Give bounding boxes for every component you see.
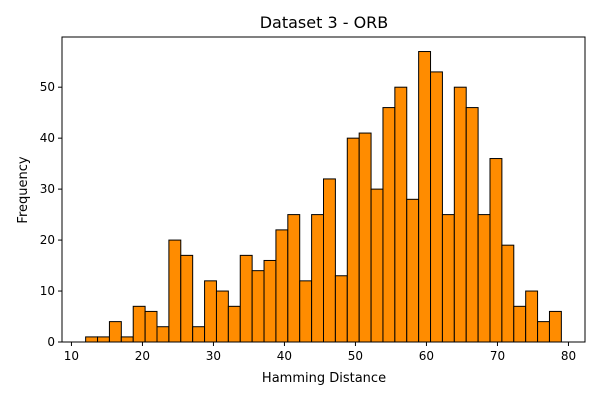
y-axis-ticks: 0 10 20 30 40 50 (40, 80, 62, 349)
x-tick-label: 40 (277, 349, 292, 363)
histogram-bar (430, 71, 443, 343)
histogram-bar (489, 158, 503, 343)
x-tick-label: 10 (64, 349, 79, 363)
x-tick-label: 50 (348, 349, 363, 363)
y-axis-label: Frequency (16, 156, 31, 223)
histogram-bar (180, 254, 194, 343)
histogram-bar (548, 310, 562, 343)
histogram-bar (168, 239, 182, 343)
histogram-bar (251, 270, 265, 343)
histogram-bar (525, 290, 539, 343)
histogram-bar (263, 259, 277, 343)
y-tick-label: 20 (40, 233, 55, 247)
histogram-bar (453, 86, 467, 343)
histogram-bar (477, 214, 491, 343)
histogram-bar (358, 132, 372, 343)
histogram-bar (406, 198, 420, 343)
histogram-bar (501, 244, 515, 343)
histogram-bar (275, 229, 289, 343)
histogram-bar (382, 107, 396, 343)
histogram-bar (108, 321, 122, 343)
histogram-bar (370, 188, 384, 343)
histogram-bar (156, 326, 170, 343)
histogram-bar (239, 254, 253, 343)
y-tick-label: 0 (47, 335, 55, 349)
x-tick-label: 70 (490, 349, 505, 363)
histogram-bar (97, 336, 110, 343)
histogram-bar (441, 214, 455, 343)
y-tick-label: 40 (40, 131, 55, 145)
histogram-bar (85, 336, 99, 343)
histogram-bar (204, 280, 217, 343)
histogram-bar (120, 336, 134, 343)
histogram-bar (537, 321, 550, 343)
histogram-bar (215, 290, 229, 343)
x-axis-label: Hamming Distance (262, 371, 386, 386)
histogram-bar (227, 305, 241, 343)
histogram-bar (299, 280, 313, 343)
histogram-bar (132, 305, 146, 343)
histogram-bar (394, 86, 408, 343)
histogram-bar (192, 326, 206, 343)
histogram-bar (418, 51, 432, 343)
x-tick-label: 60 (419, 349, 434, 363)
histogram-bar (346, 137, 360, 343)
bars-group (85, 51, 562, 343)
chart-title: Dataset 3 - ORB (260, 13, 389, 32)
y-tick-label: 10 (40, 284, 55, 298)
y-tick-label: 50 (40, 80, 55, 94)
histogram-bar (334, 275, 348, 343)
x-tick-label: 80 (561, 349, 576, 363)
x-tick-label: 20 (135, 349, 150, 363)
histogram-bar (144, 310, 158, 343)
histogram-bar (323, 178, 336, 343)
histogram-bar (513, 305, 527, 343)
histogram-bar (465, 107, 479, 343)
histogram-bar (287, 214, 301, 343)
histogram-bar (311, 214, 324, 343)
x-axis-ticks: 10 20 30 40 50 60 70 80 (64, 342, 576, 363)
y-tick-label: 30 (40, 182, 55, 196)
x-tick-label: 30 (206, 349, 221, 363)
